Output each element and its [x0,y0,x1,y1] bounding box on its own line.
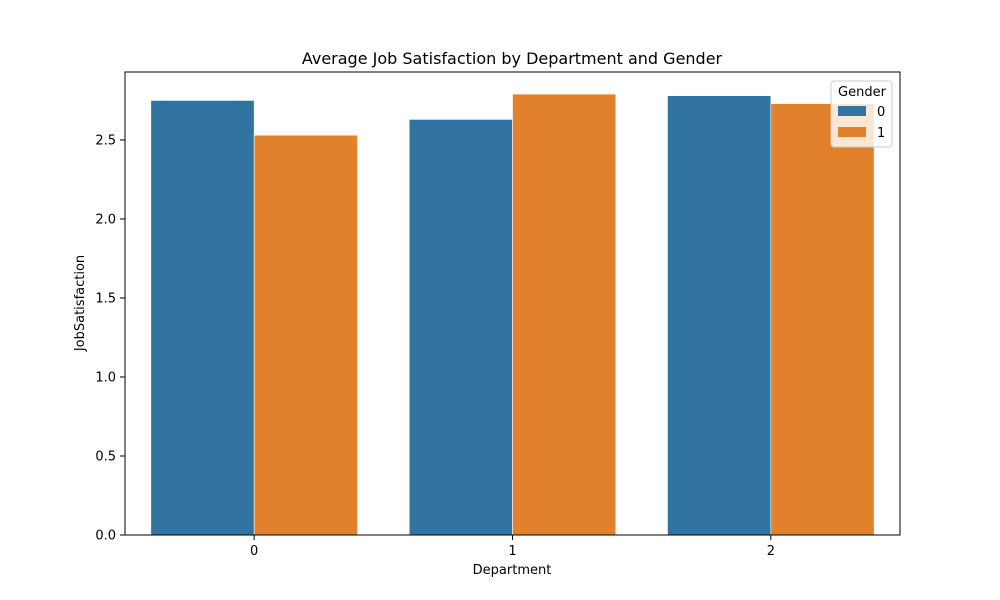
bar-dept-1-gender-0 [408,119,513,536]
legend-items: 01 [838,105,885,141]
legend-title: Gender [838,85,887,100]
chart-title: Average Job Satisfaction by Department a… [302,49,723,68]
bars-group [150,93,875,536]
x-tick-label: 1 [508,544,516,559]
y-axis-label: JobSatisfaction [73,255,88,352]
legend-swatch [838,127,866,137]
bar-dept-2-gender-0 [667,95,772,536]
y-tick-label: 2.5 [95,133,116,148]
bar-dept-2-gender-1 [770,103,875,536]
y-tick-label: 0.5 [95,449,116,464]
x-tick-label: 0 [250,544,258,559]
y-axis-ticks: 0.0 0.5 1.0 1.5 2.0 2.5 [95,133,125,544]
y-tick-label: 2.0 [95,212,116,227]
y-tick-label: 1.5 [95,291,116,306]
bar-dept-0-gender-0 [150,100,255,536]
x-axis-ticks: 0 1 2 [250,535,775,559]
y-tick-label: 0.0 [95,529,116,544]
x-tick-label: 2 [767,544,775,559]
legend-swatch [838,106,866,116]
y-tick-label: 1.0 [95,370,116,385]
legend-label: 0 [877,105,885,120]
x-axis-label: Department [473,563,552,578]
legend: Gender 01 [830,80,893,148]
legend-label: 1 [877,126,885,141]
bar-dept-1-gender-1 [512,93,617,536]
bar-dept-0-gender-1 [253,134,358,536]
